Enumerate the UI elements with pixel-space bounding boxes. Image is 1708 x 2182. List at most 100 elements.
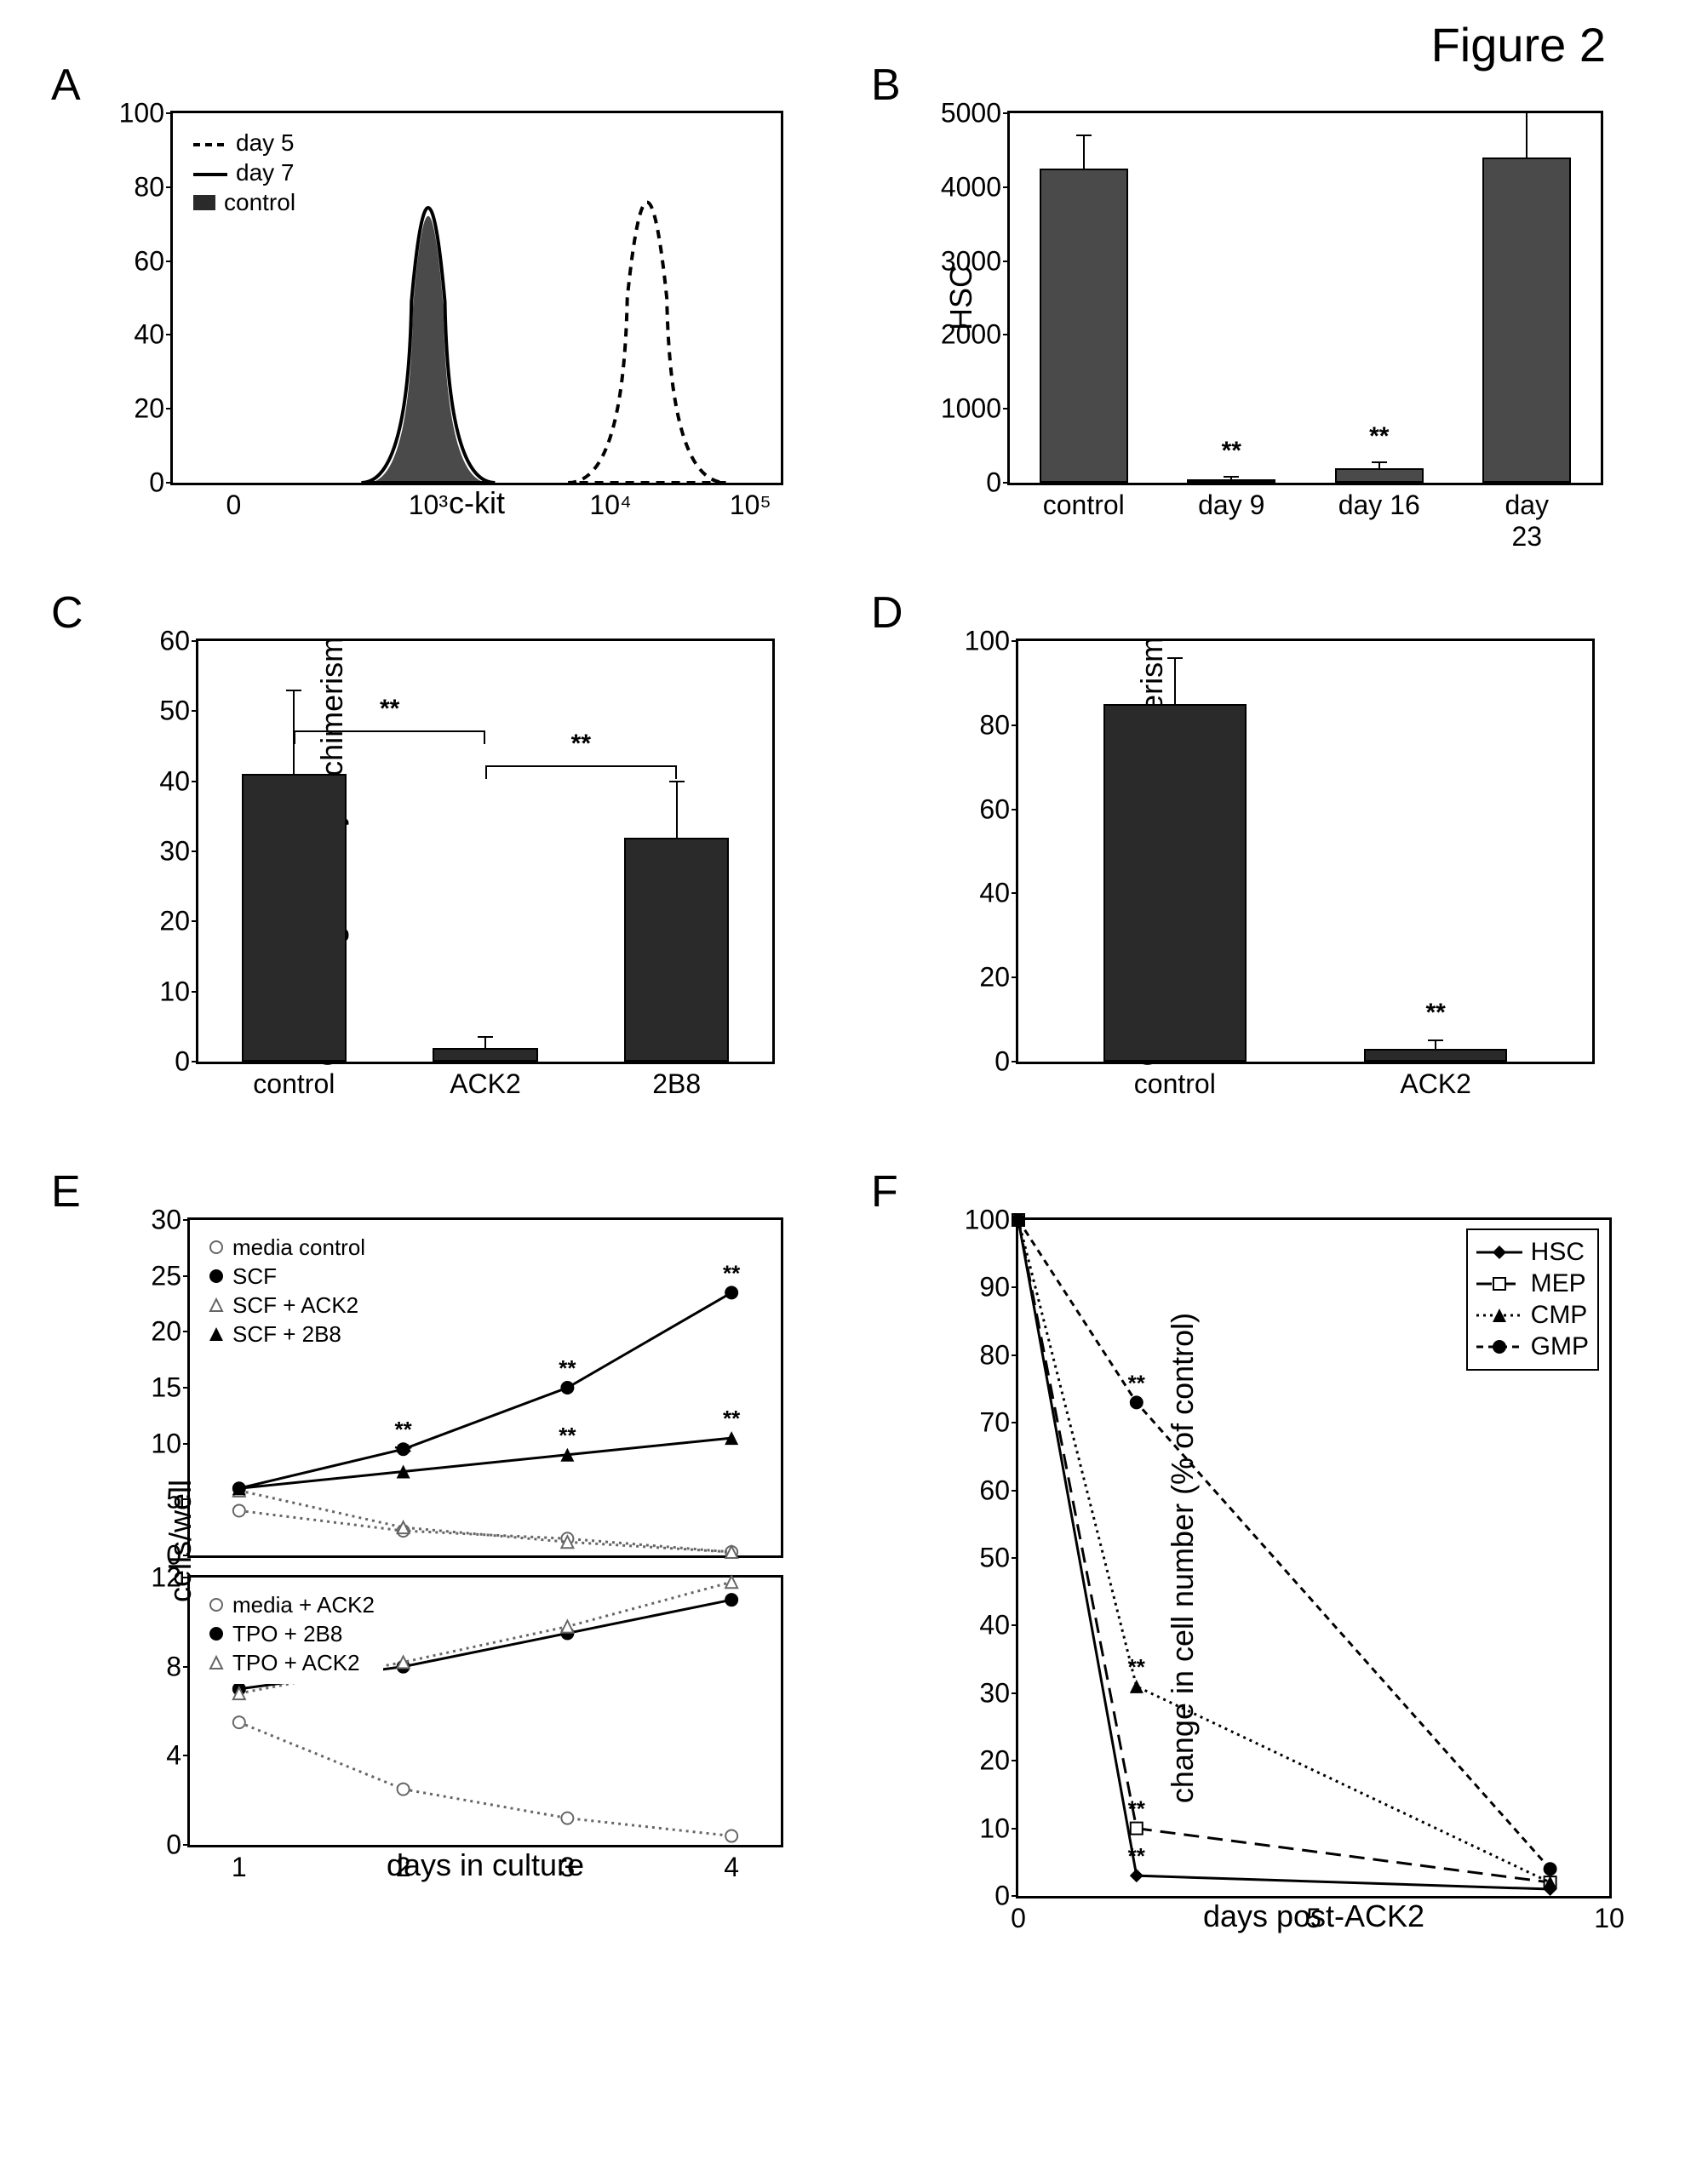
legend-label: media control [232, 1234, 365, 1261]
axis-tick-y: 60 [159, 626, 190, 657]
panel-a-label: A [51, 60, 81, 111]
legend-label: SCF + ACK2 [232, 1292, 358, 1319]
line-icon [209, 1650, 224, 1676]
line-icon [209, 1621, 224, 1647]
axis-tick-x: 1 [232, 1852, 247, 1883]
axis-tick-y: 5000 [941, 98, 1001, 129]
axis-tick-x: day 23 [1490, 490, 1564, 553]
axis-tick-y: 40 [979, 1610, 1010, 1641]
axis-tick-y: 25 [151, 1260, 181, 1291]
axis-tick-y: 0 [986, 467, 1001, 499]
axis-tick-y: 100 [119, 98, 164, 129]
line-icon [1476, 1238, 1522, 1267]
axis-tick-y: 10 [159, 976, 190, 1007]
bar [1335, 468, 1424, 483]
axis-tick-y: 10 [979, 1813, 1010, 1844]
axis-tick-y: 40 [979, 878, 1010, 909]
significance-marker: ** [1222, 437, 1241, 466]
axis-tick-y: 100 [965, 626, 1010, 657]
bar [1364, 1049, 1508, 1062]
panel-d: D 020406080100% donor granulocyte chimer… [871, 587, 1657, 1115]
axis-tick-y: 60 [979, 793, 1010, 825]
panel-c: C 0102030405060% donor granulocyte chime… [51, 587, 837, 1115]
axis-label-y: cells/well [163, 1480, 198, 1602]
axis-tick-x: 0 [1011, 1903, 1026, 1934]
legend-item: SCF + ACK2 [209, 1292, 365, 1319]
axis-tick-x: control [253, 1068, 335, 1100]
panel-e: E 051015202530************media controlS… [51, 1166, 837, 2001]
axis-tick-y: 20 [979, 1745, 1010, 1777]
panel-c-label: C [51, 587, 83, 639]
line-icon [193, 129, 227, 157]
legend-item: media + ACK2 [209, 1592, 375, 1618]
significance-marker: ** [1425, 999, 1445, 1028]
axis-tick-y: 40 [159, 765, 190, 797]
line-icon [209, 1234, 224, 1261]
axis-tick-y: 1000 [941, 393, 1001, 425]
legend-item: day 7 [193, 159, 295, 186]
axis-tick-x: 10⁵ [730, 490, 771, 521]
axis-tick-x: ACK2 [450, 1068, 521, 1100]
axis-label-y: HSC [943, 266, 979, 330]
bar [624, 838, 730, 1062]
axis-tick-y: 60 [979, 1475, 1010, 1506]
bar [1482, 157, 1571, 483]
axis-tick-y: 0 [149, 467, 164, 499]
axis-tick-y: 40 [134, 319, 164, 351]
legend-item: control [193, 189, 295, 216]
significance-marker: ** [1369, 422, 1389, 451]
line-icon [1476, 1301, 1522, 1330]
axis-tick-y: 0 [166, 1830, 181, 1861]
svg-text:**: ** [723, 1406, 741, 1431]
axis-tick-x: control [1043, 490, 1125, 521]
bar [1187, 479, 1275, 483]
legend-item: CMP [1476, 1301, 1589, 1330]
legend: day 5day 7 control [185, 122, 304, 224]
legend-label: SCF + 2B8 [232, 1321, 341, 1348]
svg-text:**: ** [1128, 1370, 1146, 1395]
legend-item: TPO + ACK2 [209, 1650, 375, 1676]
legend-item: MEP [1476, 1269, 1589, 1298]
panel-f: F 0102030405060708090100change in cell n… [871, 1166, 1657, 2001]
axis-tick-y: 15 [151, 1372, 181, 1404]
line-icon [1476, 1269, 1522, 1298]
axis-label-x: days in culture [387, 1847, 584, 1883]
axis-tick-y: 50 [159, 696, 190, 727]
significance-marker: ** [380, 695, 399, 724]
legend-item: SCF [209, 1263, 365, 1290]
line-icon [209, 1592, 224, 1618]
legend-label: GMP [1531, 1332, 1589, 1361]
legend-label: TPO + 2B8 [232, 1621, 342, 1647]
svg-text:**: ** [559, 1423, 576, 1448]
axis-tick-x: 2B8 [652, 1068, 701, 1100]
axis-tick-y: 80 [979, 1339, 1010, 1371]
legend-label: SCF [232, 1263, 277, 1290]
axis-tick-y: 20 [979, 962, 1010, 994]
axis-tick-y: 20 [159, 906, 190, 937]
axis-tick-x: 10³ [409, 490, 448, 521]
legend-label: HSC [1531, 1238, 1585, 1267]
axis-tick-y: 30 [151, 1205, 181, 1236]
axis-tick-y: 50 [979, 1543, 1010, 1574]
axis-tick-y: 80 [134, 171, 164, 203]
axis-tick-y: 60 [134, 245, 164, 277]
legend-label: TPO + ACK2 [232, 1650, 360, 1676]
axis-tick-y: 30 [159, 836, 190, 868]
line-icon [209, 1263, 224, 1290]
axis-tick-y: 30 [979, 1677, 1010, 1709]
legend-item: day 5 [193, 129, 295, 157]
axis-tick-x: day 16 [1338, 490, 1420, 521]
axis-tick-x: 10 [1594, 1903, 1625, 1934]
legend-label: day 7 [236, 159, 295, 186]
bar [433, 1048, 538, 1062]
legend-item: TPO + 2B8 [209, 1621, 375, 1647]
legend-item: media control [209, 1234, 365, 1261]
bar [1103, 704, 1247, 1062]
line-icon [209, 1321, 224, 1348]
axis-tick-y: 0 [994, 1046, 1010, 1078]
comparison-bracket [294, 730, 485, 732]
panel-a: A 020406080100010³10⁴10⁵c-kitday 5day 7c… [51, 60, 837, 536]
panel-b: B 010002000300040005000HSCcontrolday 9da… [871, 60, 1657, 536]
axis-tick-y: 100 [965, 1205, 1010, 1236]
axis-tick-y: 0 [175, 1046, 190, 1078]
